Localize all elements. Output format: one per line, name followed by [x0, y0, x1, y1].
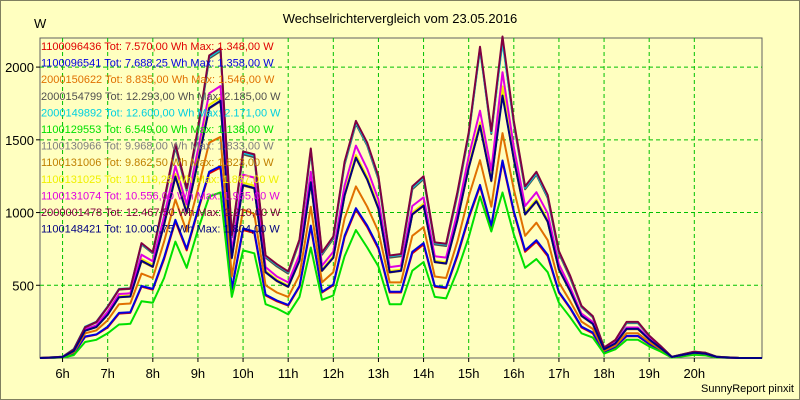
series-line-12: [39, 94, 762, 359]
x-tick-label: 11h: [278, 366, 299, 381]
x-tick-label: 13h: [368, 366, 390, 381]
x-tick-label: 8h: [146, 366, 160, 381]
legend-entry: 1100096436 Tot: 7.570,00 Wh Max: 1.348,0…: [41, 41, 274, 53]
x-tick-label: 18h: [593, 366, 615, 381]
x-tick-label: 20h: [683, 366, 705, 381]
series-line-11: [39, 35, 762, 359]
x-tick-label: 16h: [503, 366, 525, 381]
y-tick-label: 1500: [5, 133, 34, 148]
x-tick-label: 9h: [191, 366, 205, 381]
x-tick-label: 15h: [458, 366, 480, 381]
x-tick-label: 7h: [100, 366, 114, 381]
y-tick-label: 1000: [5, 206, 34, 221]
legend-entry: 2000150622 Tot: 8.835,00 Wh Max: 1.546,0…: [41, 74, 275, 86]
y-axis-unit-label: W: [34, 16, 47, 31]
legend: 1100096436 Tot: 7.570,00 Wh Max: 1.348,0…: [41, 41, 281, 236]
footer-credit: SunnyReport pinxit: [701, 383, 794, 395]
chart-title: Wechselrichtervergleich vom 23.05.2016: [282, 11, 518, 26]
legend-entry: 1100129553 Tot: 6.549,00 Wh Max: 1.138,0…: [41, 124, 274, 136]
series-line-6: [39, 191, 762, 359]
axes: 6h 7h 8h 9h 10h 11h 12h 13h 14h 15h 16h 17h 18h 19h 20…: [5, 60, 705, 381]
legend-entry: 1100148421 Tot: 10.000,75 Wh Max: 1.804,…: [41, 224, 280, 236]
series-line-2: [39, 159, 762, 359]
legend-entry: 1100096541 Tot: 7.688,25 Wh Max: 1.358,0…: [41, 58, 274, 70]
x-tick-label: 17h: [548, 366, 570, 381]
legend-entry: 2000154799 Tot: 12.293,00 Wh Max: 2.185,…: [41, 91, 281, 103]
x-tick-label: 12h: [322, 366, 344, 381]
legend-entry: 1100131074 Tot: 10.556,00 Wh Max: 1.965,…: [41, 190, 280, 202]
x-tick-label: 6h: [55, 366, 69, 381]
x-tick-label: 14h: [413, 366, 435, 381]
legend-entry: 2000149892 Tot: 12.600,00 Wh Max: 2.171,…: [41, 107, 281, 119]
series-line-3: [39, 132, 762, 359]
y-tick-label: 2000: [5, 60, 34, 75]
legend-entry: 1100130966 Tot: 9.968,00 Wh Max: 1.833,0…: [41, 141, 274, 153]
y-tick-label: 500: [12, 278, 34, 293]
legend-entry: 1100131025 Tot: 10.119,25 Wh Max: 1.867,…: [41, 174, 280, 186]
x-tick-label: 19h: [638, 366, 660, 381]
legend-entry: 2000001478 Tot: 12.467,50 Wh Max: 2.210,…: [41, 207, 281, 219]
x-tick-label: 10h: [232, 366, 254, 381]
legend-entry: 1100131006 Tot: 9.862,50 Wh Max: 1.823,0…: [41, 157, 274, 169]
series-lines: [39, 35, 762, 359]
